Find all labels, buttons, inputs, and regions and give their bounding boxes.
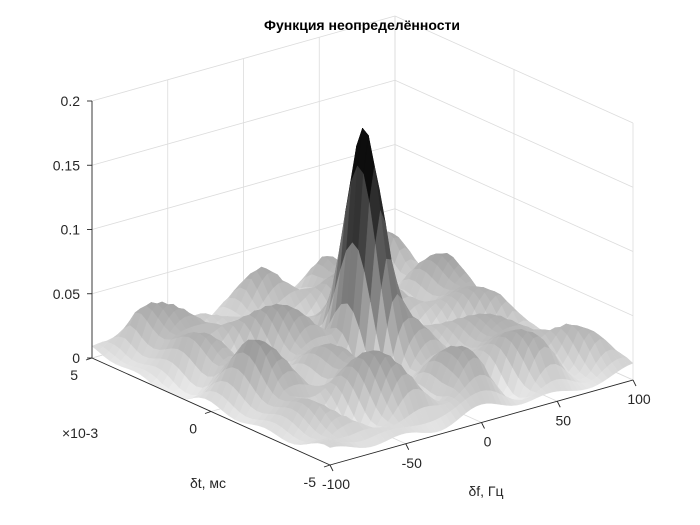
x-tick-mark-3 [556,401,561,408]
surface-cell [323,442,336,448]
y-tick-label: 0 [189,421,197,437]
z-tick-label: 0.05 [53,286,80,302]
grid-line-zy-4 [394,15,634,124]
grid-line-zy-2 [394,144,634,252]
y-tick-label: -5 [304,474,317,490]
z-tick-labels: 0 0.05 0.1 0.15 0.2 [53,93,80,366]
z-tick-label: 0.15 [53,157,80,173]
x-tick-labels: -100 -50 0 50 100 [322,391,651,492]
surface-plot [91,127,634,448]
z-tick-label: 0.2 [61,93,81,109]
y-tick-label: 5 [70,367,78,383]
grid-line-zx-2 [91,144,396,230]
x-tick-mark-4 [632,379,637,387]
x-tick-label: 50 [555,412,571,428]
x-tick-label: 0 [484,434,492,450]
z-tick-label: 0 [72,350,80,366]
grid-line-zx-3 [91,79,396,166]
grid-line-zy-1 [394,208,634,317]
x-tick-label: 100 [627,391,651,407]
y-tick-mark-0 [323,464,331,468]
grid-line-zy-3 [394,79,634,188]
chart-title: Функция неопределённости [264,17,460,33]
x-tick-label: -50 [402,455,422,471]
y-tick-mark-1 [204,411,212,414]
grid-line-zx-4 [91,15,396,102]
x-tick-mark-0 [329,464,334,472]
y-tick-labels: -5 0 5 [70,367,316,490]
axes-lines [85,100,637,472]
x-tick-label: -100 [322,476,350,492]
x-tick-mark-2 [481,422,485,429]
x-axis-label: δf, Гц [468,483,503,499]
x-tick-mark-1 [405,443,410,450]
y-exponent-label: ×10-3 [62,425,98,441]
y-axis-label: δt, мс [190,475,226,491]
z-tick-label: 0.1 [61,222,81,238]
